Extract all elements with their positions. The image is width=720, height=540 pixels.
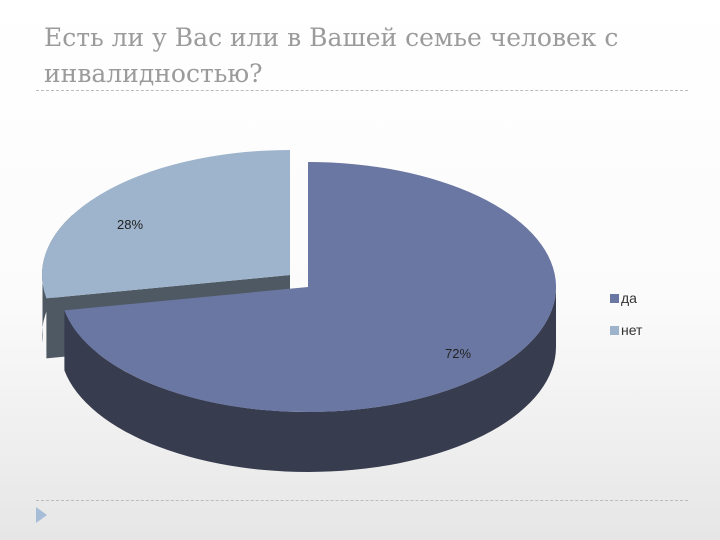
legend-item-da: да: [610, 290, 642, 306]
pie-slice-da: [64, 162, 557, 472]
slice-top-da: [64, 162, 557, 412]
legend-item-net: нет: [610, 322, 642, 338]
slice-side-da: [64, 287, 557, 472]
slice-top-net: [42, 150, 290, 299]
data-label-da: 72%: [445, 346, 471, 361]
legend: да нет: [610, 290, 642, 354]
legend-label-net: нет: [621, 322, 643, 338]
chart-title: Есть ли у Вас или в Вашей семье человек …: [44, 23, 619, 88]
legend-swatch-da: [610, 293, 619, 303]
next-slide-arrow-icon[interactable]: [36, 507, 47, 523]
legend-label-da: да: [621, 290, 637, 306]
footer-divider: [36, 500, 688, 501]
title-divider: [36, 90, 688, 91]
data-label-net: 28%: [117, 217, 143, 232]
legend-swatch-net: [610, 325, 619, 335]
